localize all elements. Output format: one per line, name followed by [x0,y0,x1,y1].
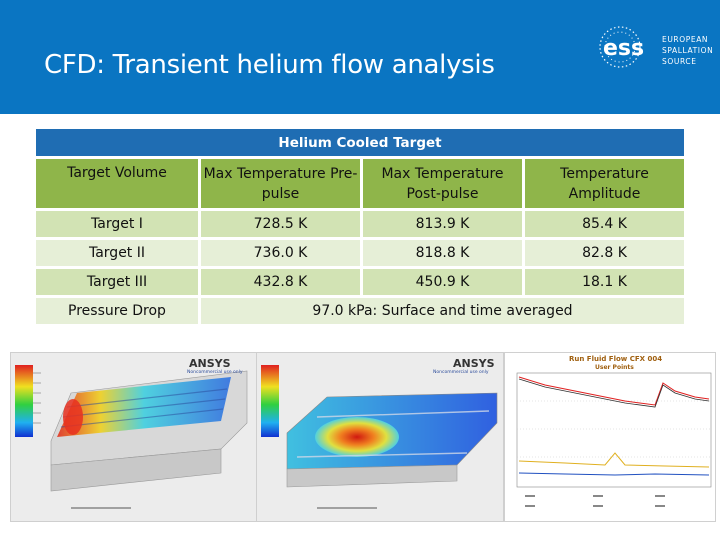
table-caption: Helium Cooled Target [36,129,684,156]
ansys-brand-label: ANSYS [189,357,231,370]
ess-logo: ess EUROPEAN SPALLATION SOURCE [596,22,713,72]
pre-pulse-cell: 736.0 K [198,240,360,266]
post-pulse-cell: 818.8 K [360,240,522,266]
logo-mark-text: ess [603,36,644,61]
table-row: Target II 736.0 K 818.8 K 82.8 K [36,240,684,266]
pressure-label-cell: Pressure Drop [36,298,198,324]
monitor-plot-image [516,372,712,507]
helium-results-table: Helium Cooled Target Target Volume Max T… [36,126,684,327]
post-pulse-cell: 813.9 K [360,211,522,237]
column-header: Target Volume [36,159,198,208]
target-name-cell: Target II [36,240,198,266]
pressure-value-cell: 97.0 kPa: Surface and time averaged [198,298,684,324]
amplitude-cell: 18.1 K [522,269,684,295]
column-header: Max Temperature Pre-pulse [198,159,360,208]
pre-pulse-cell: 432.8 K [198,269,360,295]
amplitude-cell: 85.4 K [522,211,684,237]
table-caption-row: Helium Cooled Target [36,129,684,156]
figures-strip: ANSYS Noncommercial use only [0,352,720,524]
plot-subtitle: User Points [595,364,634,371]
pressure-row: Pressure Drop 97.0 kPa: Surface and time… [36,298,684,324]
license-note: Noncommercial use only [187,370,243,375]
table-row: Target III 432.8 K 450.9 K 18.1 K [36,269,684,295]
logo-line-3: SOURCE [662,57,697,66]
table-row: Target I 728.5 K 813.9 K 85.4 K [36,211,684,237]
logo-line-1: EUROPEAN [662,35,709,44]
temperature-contour-image-2 [261,365,498,509]
table-header-row: Target Volume Max Temperature Pre-pulse … [36,159,684,208]
simulation-figure-2: ANSYS Noncommercial use only [256,352,504,522]
logo-wordmark: EUROPEAN SPALLATION SOURCE [662,34,713,67]
pre-pulse-cell: 728.5 K [198,211,360,237]
column-header: Temperature Amplitude [522,159,684,208]
column-header: Max Temperature Post-pulse [360,159,522,208]
amplitude-cell: 82.8 K [522,240,684,266]
temperature-contour-image-1 [15,365,248,509]
slide-title: CFD: Transient helium flow analysis [44,50,495,80]
post-pulse-cell: 450.9 K [360,269,522,295]
ansys-brand-label: ANSYS [453,357,495,370]
target-name-cell: Target III [36,269,198,295]
slide-header: CFD: Transient helium flow analysis ess … [0,0,720,114]
logo-line-2: SPALLATION [662,46,714,55]
license-note: Noncommercial use only [433,370,489,375]
target-name-cell: Target I [36,211,198,237]
monitor-plot-figure: Run Fluid Flow CFX 004 User Points [504,352,716,522]
simulation-figure-1: ANSYS Noncommercial use only [10,352,258,522]
ess-logo-mark-icon: ess [599,26,644,68]
plot-title: Run Fluid Flow CFX 004 [569,355,663,363]
